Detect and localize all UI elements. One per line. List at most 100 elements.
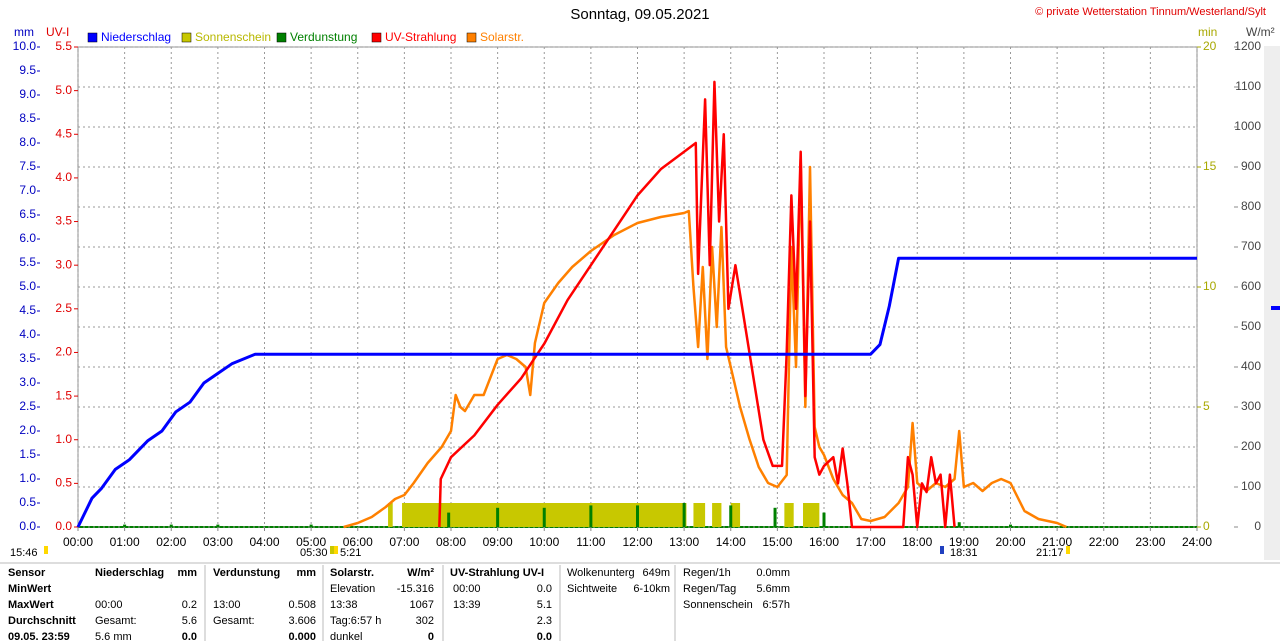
chart-title: Sonntag, 09.05.2021 [570,6,709,23]
table-cell: 0 [428,631,434,641]
x-tick-label: 04:00 [249,535,279,549]
y3-tick-label: 200 [1241,439,1261,453]
y3-tick-label: 100 [1241,479,1261,493]
table-cell: Verdunstung [213,567,280,579]
legend-label: UV-Strahlung [385,30,456,44]
uv-tick-label: 5.5 [55,39,72,53]
table-cell: 5.6 mm [95,631,132,641]
table-cell: Gesamt: [213,615,255,627]
x-tick-label: 00:00 [63,535,93,549]
x-tick-label: 09:00 [483,535,513,549]
x-tick-label: 11:00 [576,535,605,549]
info-label: Regen/Tag [683,583,736,595]
y-tick-label: 4.0 [19,327,36,341]
uv-tick-label: 0.5 [55,476,72,490]
y-tick-label: 1.5 [19,447,36,461]
table-cell: 2.3 [537,615,552,627]
sunshine-block [803,503,820,527]
uv-tick-label: 3.5 [55,214,72,228]
y-tick-label: 10.0 [13,39,37,53]
annotation: 18:31 [950,547,978,559]
y-tick-label: 0.0 [19,519,36,533]
info-value: 6-10km [633,583,670,595]
series-line [76,256,1197,528]
table-cell: mm [177,567,197,579]
table-cell: MinWert [8,583,52,595]
y3-axis-title: W/m² [1246,25,1275,39]
x-tick-label: 14:00 [716,535,746,549]
y-tick-label: 7.5 [19,159,36,173]
annotation: 15:46 [10,547,38,559]
series-line [438,80,956,529]
sunshine-block [784,503,794,527]
y3-tick-label: 0 [1254,519,1261,533]
y-tick-label: 2.0 [19,423,36,437]
y3-tick-label: 1000 [1234,119,1261,133]
table-cell: Solarstr. [330,567,374,579]
sunshine-block [712,503,722,527]
legend-swatch [276,32,287,43]
y-tick-label: 5.5 [19,255,36,269]
table-cell: 0.0 [182,631,197,641]
info-value: 6:57h [762,599,790,611]
y-tick-label: 6.5 [19,207,36,221]
uv-tick-label: 3.0 [55,257,72,271]
x-tick-label: 08:00 [436,535,466,549]
uv-tick-label: 4.0 [55,170,72,184]
x-tick-label: 10:00 [529,535,559,549]
table-cell: mm [296,567,316,579]
legend-label: Verdunstung [290,30,357,44]
y2-tick-label: 5 [1203,399,1210,413]
table-cell: W/m² [407,567,434,579]
table-cell: 0.508 [288,599,316,611]
annotation-marker [1066,546,1070,554]
annotation-marker [334,546,338,554]
table-cell: 00:00 [453,583,481,595]
uv-axis-title: UV-I [46,25,69,39]
table-cell: Elevation [330,583,375,595]
y-tick-label: 2.5 [19,399,36,413]
credit: © private Wetterstation Tinnum/Westerlan… [1035,6,1266,18]
table-cell: Sensor [8,567,46,579]
legend-swatch [87,32,98,43]
info-value: 0.0mm [756,567,790,579]
table-cell: dunkel [330,631,362,641]
legend-label: Niederschlag [101,30,171,44]
table-cell: 0.0 [537,583,552,595]
y-tick-label: 8.0 [19,135,36,149]
table-cell: 0.000 [288,631,316,641]
annotation: 21:17 [1036,547,1064,559]
scrollbar[interactable] [1264,46,1280,560]
annotation-marker [44,546,48,554]
y3-tick-label: 400 [1241,359,1261,373]
x-tick-label: 05:00 [296,535,326,549]
x-tick-label: 24:00 [1182,535,1212,549]
y3-tick-label: 1200 [1234,39,1261,53]
table-cell: UV-Strahlung UV-I [450,567,544,579]
y-tick-label: 4.5 [19,303,36,317]
y-tick-label: 9.5 [19,63,36,77]
y-tick-label: 3.5 [19,351,36,365]
sunshine-block [730,503,741,527]
x-tick-label: 06:00 [343,535,373,549]
y3-tick-label: 800 [1241,199,1261,213]
info-label: Regen/1h [683,567,731,579]
table-cell: -15.316 [397,583,434,595]
x-tick-label: 18:00 [902,535,932,549]
table-cell: 13:00 [213,599,241,611]
table-cell: 09.05. 23:59 [8,631,70,641]
y-tick-label: 6.0 [19,231,36,245]
table-cell: Gesamt: [95,615,137,627]
x-tick-label: 02:00 [156,535,186,549]
table-cell: 13:38 [330,599,358,611]
uv-tick-label: 0.0 [55,519,72,533]
table-cell: Durchschnitt [8,615,76,627]
table-cell: 302 [416,615,434,627]
x-tick-label: 07:00 [389,535,419,549]
y-tick-label: 0.5 [19,495,36,509]
annotation: 05:30 [300,547,328,559]
x-tick-label: 15:00 [762,535,792,549]
x-tick-label: 19:00 [949,535,979,549]
x-tick-label: 03:00 [203,535,233,549]
